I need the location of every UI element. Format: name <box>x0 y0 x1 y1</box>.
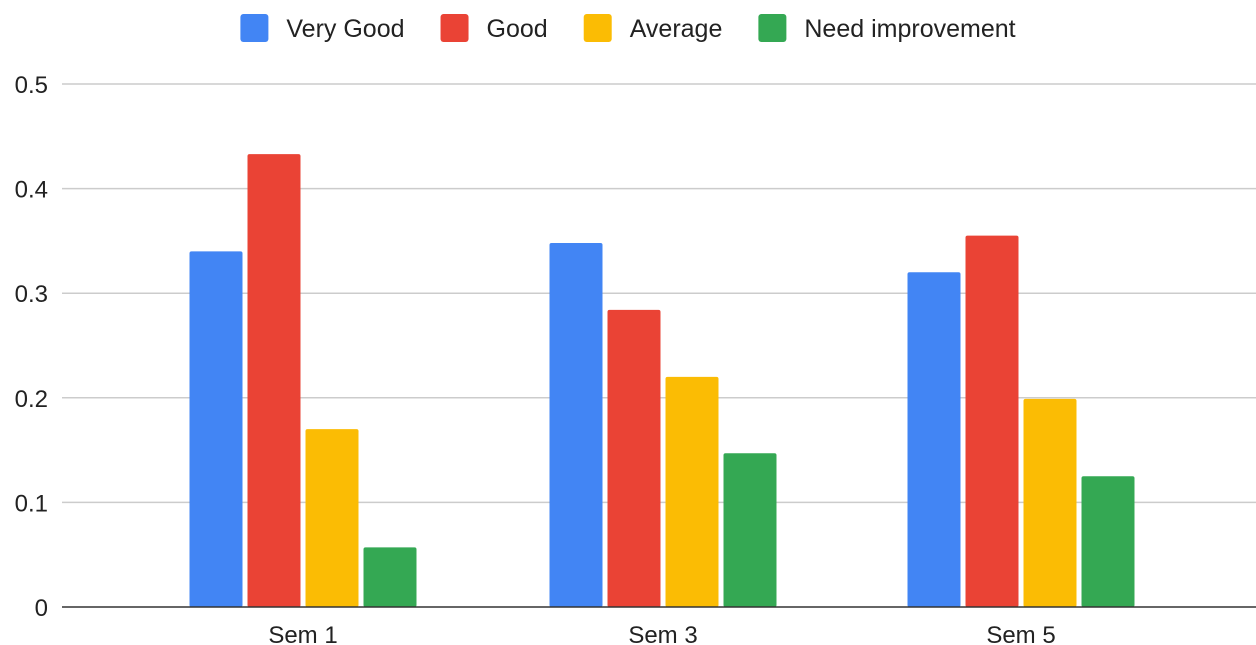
y-tick-label: 0.4 <box>15 177 48 204</box>
legend-swatch <box>758 14 787 42</box>
bar-average-sem-5 <box>1023 398 1077 607</box>
legend-label: Good <box>487 15 548 43</box>
bar-need-improvement-sem-3 <box>723 453 777 607</box>
legend-label: Need improvement <box>804 15 1015 43</box>
bar-very-good-sem-3 <box>549 242 603 607</box>
legend-item-good: Good <box>440 14 548 43</box>
bar-very-good-sem-5 <box>907 272 961 607</box>
bar-need-improvement-sem-5 <box>1081 476 1135 607</box>
legend-swatch <box>240 14 269 42</box>
legend-item-average: Average <box>583 14 723 43</box>
x-tick-label: Sem 5 <box>986 622 1055 645</box>
y-tick-label: 0.2 <box>15 386 48 413</box>
legend-label: Very Good <box>286 15 404 43</box>
legend-item-very-good: Very Good <box>240 14 405 43</box>
bar-good-sem-5 <box>965 235 1019 608</box>
bars <box>189 154 1135 608</box>
x-tick-label: Sem 1 <box>268 622 337 645</box>
legend: Very Good Good Average Need improvement <box>240 14 1016 43</box>
bar-good-sem-3 <box>607 309 661 607</box>
bar-need-improvement-sem-1 <box>363 547 417 607</box>
axes: 0 0.1 0.2 0.3 0.4 0.5 Sem 1 Sem 3 Sem 5 <box>15 72 1256 645</box>
y-tick-label: 0.5 <box>15 72 48 99</box>
bar-average-sem-3 <box>665 376 719 607</box>
legend-swatch <box>440 14 469 42</box>
legend-label: Average <box>630 15 723 43</box>
legend-item-need-improvement: Need improvement <box>758 14 1016 43</box>
y-tick-label: 0.3 <box>15 281 48 308</box>
bar-average-sem-1 <box>305 429 359 607</box>
y-tick-label: 0 <box>35 595 48 622</box>
x-tick-label: Sem 3 <box>628 622 697 645</box>
bar-very-good-sem-1 <box>189 251 243 608</box>
legend-swatch <box>583 14 612 42</box>
bar-good-sem-1 <box>247 154 301 607</box>
y-tick-label: 0.1 <box>15 490 48 517</box>
